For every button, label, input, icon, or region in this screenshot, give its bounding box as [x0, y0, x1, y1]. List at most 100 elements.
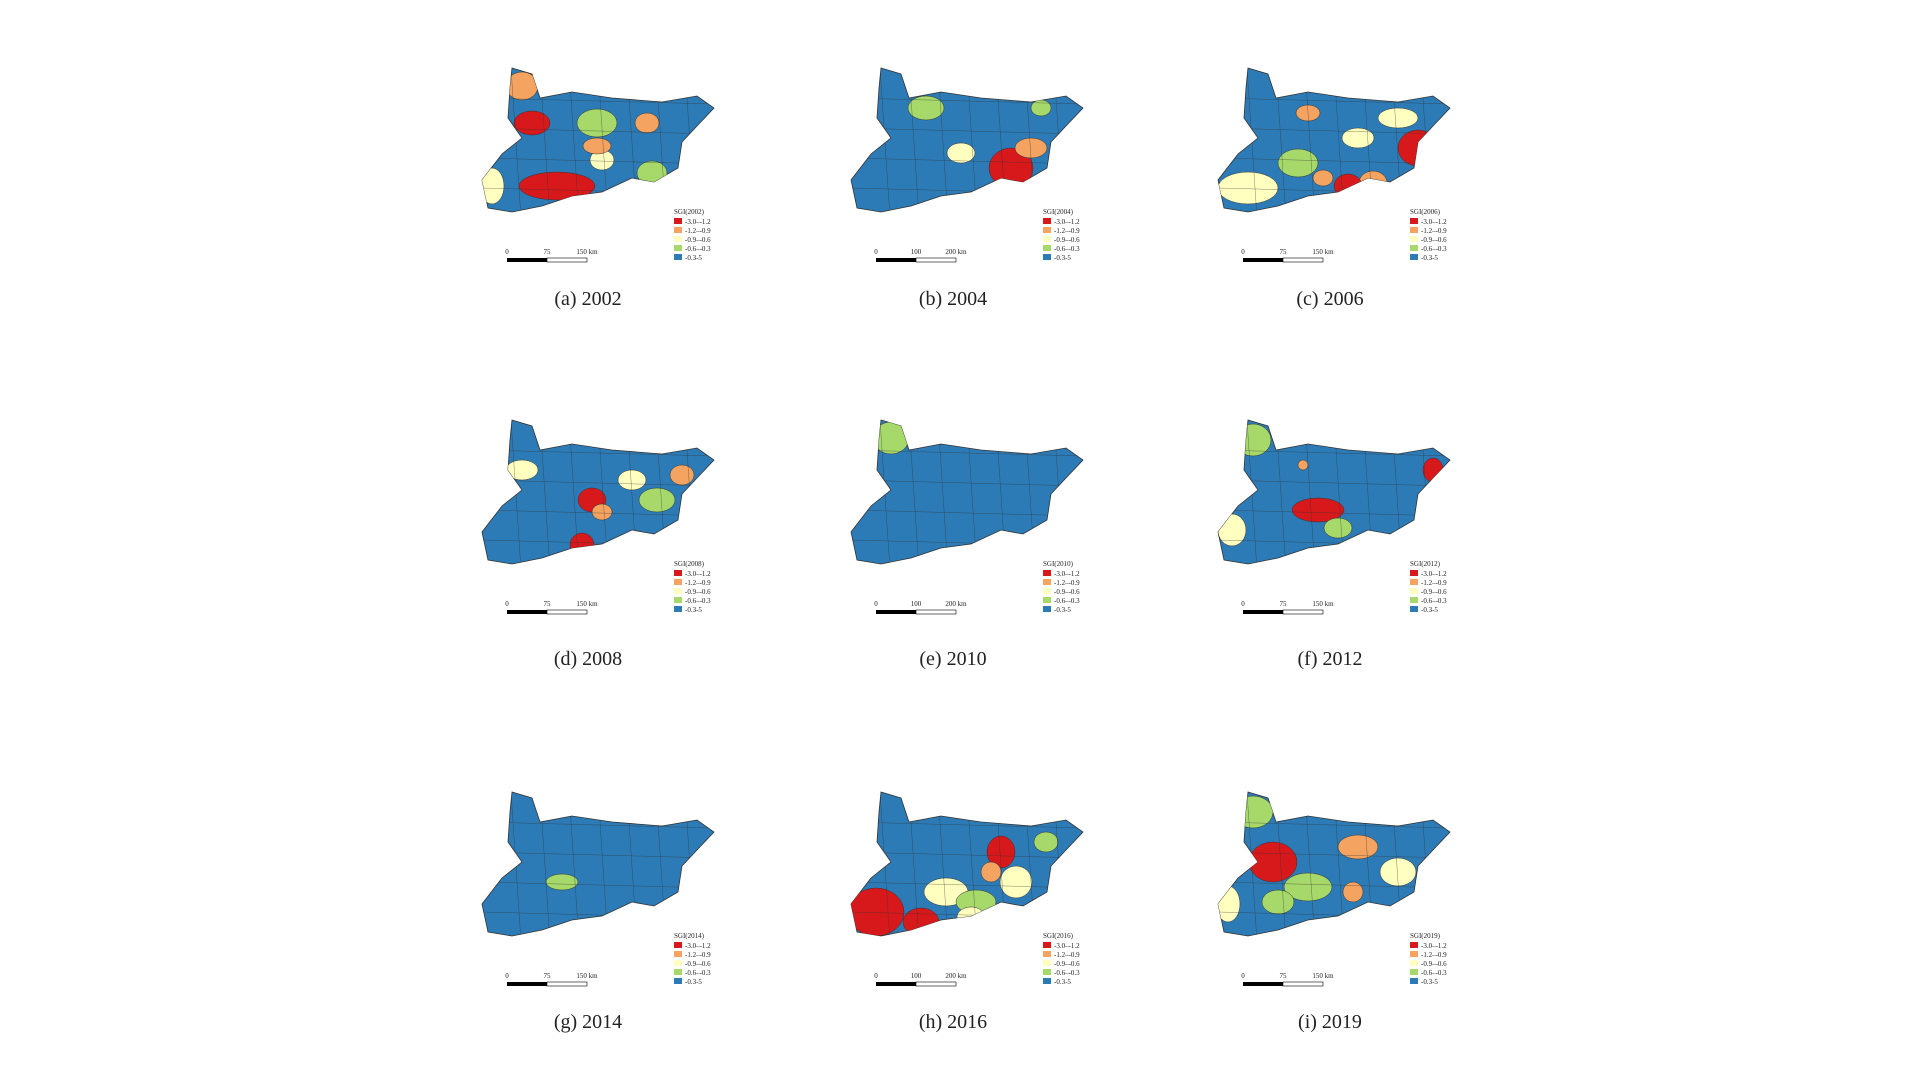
district-border: [1218, 821, 1450, 829]
legend-label: -0.9–-0.6: [1421, 588, 1447, 596]
scale-label: 150 km: [576, 248, 598, 256]
scale-label: 75: [1280, 600, 1288, 608]
legend-label: -0.6–-0.3: [1054, 969, 1080, 977]
legend-title: SGI(2008): [674, 560, 705, 568]
scale-bar-black: [876, 610, 916, 614]
district-patch: [669, 464, 695, 486]
district-patch: [1030, 99, 1052, 117]
legend-title: SGI(2002): [674, 208, 705, 216]
legend-swatch: [1410, 227, 1418, 233]
panel-caption: (d) 2008: [554, 648, 622, 670]
scale-label: 150 km: [1312, 600, 1334, 608]
legend-label: -0.6–-0.3: [1054, 245, 1080, 253]
map-panel: SGI(2008) -3.0–-1.2-1.2–-0.9-0.9–-0.6-0.6…: [481, 419, 715, 615]
legend-label: -0.3-5: [1054, 978, 1071, 986]
district-border: [1218, 97, 1450, 105]
state-base: [850, 419, 1084, 565]
scale-label: 0: [1241, 972, 1245, 980]
district-border: [1420, 792, 1432, 936]
legend-label: -0.9–-0.6: [1054, 588, 1080, 596]
legend-label: -0.9–-0.6: [1421, 236, 1447, 244]
district-patch: [582, 137, 612, 155]
legend-swatch: [1410, 218, 1418, 224]
district-patch: [1261, 889, 1295, 915]
districts: [1218, 420, 1450, 564]
district-border: [482, 97, 714, 105]
legend-label: -1.2–-0.9: [1421, 951, 1447, 959]
district-border: [482, 157, 714, 165]
legend-swatch: [674, 606, 682, 612]
scale-bar-white: [1282, 981, 1324, 987]
legend-title: SGI(2010): [1043, 560, 1074, 568]
district-border: [1218, 157, 1450, 165]
legend-label: -0.6–-0.3: [685, 597, 711, 605]
district-patch: [482, 167, 505, 205]
legend-swatch: [1410, 236, 1418, 242]
district-border: [1218, 127, 1450, 135]
district-border: [851, 821, 1083, 829]
legend-label: -3.0–-1.2: [1054, 218, 1080, 226]
scale-bar-black: [507, 982, 547, 986]
scale-label: 100: [911, 248, 922, 256]
district-border: [879, 68, 891, 212]
district-patch: [851, 887, 905, 936]
district-patch: [513, 110, 551, 136]
district-patch: [518, 171, 596, 201]
district-border: [1246, 68, 1258, 212]
legend-label: -1.2–-0.9: [1054, 579, 1080, 587]
legend-swatch: [1043, 236, 1051, 242]
scale-bar-black: [1243, 258, 1283, 262]
district-patch: [638, 487, 676, 513]
legend-swatch: [1410, 969, 1418, 975]
legend-swatch: [1043, 588, 1051, 594]
district-patch: [1397, 129, 1439, 167]
legend-label: -1.2–-0.9: [1421, 579, 1447, 587]
legend-label: -0.9–-0.6: [1054, 960, 1080, 968]
map-panel: SGI(2006) -3.0–-1.2-1.2–-0.9-0.9–-0.6-0.6…: [1217, 67, 1451, 263]
panel-caption: (f) 2012: [1298, 648, 1363, 670]
district-patch: [1377, 107, 1419, 129]
district-border: [851, 449, 1083, 457]
legend-swatch: [674, 570, 682, 576]
state-base: [850, 791, 1084, 937]
legend-swatch: [1043, 606, 1051, 612]
district-border: [684, 420, 696, 564]
district-patch: [980, 861, 1002, 883]
map-panel: SGI(2010) -3.0–-1.2-1.2–-0.9-0.9–-0.6-0.6…: [850, 419, 1084, 615]
district-patch: [591, 503, 613, 521]
map-panel: SGI(2016) -3.0–-1.2-1.2–-0.9-0.9–-0.6-0.6…: [850, 791, 1084, 987]
legend-label: -0.6–-0.3: [1421, 245, 1447, 253]
scale-label: 75: [1280, 972, 1288, 980]
district-border: [482, 821, 714, 829]
legend-label: -0.3-5: [1054, 606, 1071, 614]
legend-label: -3.0–-1.2: [1054, 942, 1080, 950]
scale-label: 0: [505, 600, 509, 608]
scale-bar-white: [1282, 609, 1324, 615]
district-patch: [505, 459, 539, 481]
district-border: [1304, 792, 1316, 936]
district-patch: [946, 142, 976, 164]
district-patch: [1342, 881, 1364, 903]
legend-swatch: [674, 245, 682, 251]
district-border: [482, 881, 714, 889]
scale-label: 0: [1241, 600, 1245, 608]
legend-swatch: [1043, 960, 1051, 966]
scale-bar-white: [546, 609, 588, 615]
state-base: [1217, 419, 1451, 565]
legend-swatch: [1410, 960, 1418, 966]
district-border: [1218, 851, 1450, 859]
district-border: [1420, 68, 1432, 212]
district-border: [568, 792, 580, 936]
legend-label: -1.2–-0.9: [1054, 227, 1080, 235]
district-border: [1304, 68, 1316, 212]
district-patch: [1358, 170, 1388, 196]
district-border: [1420, 420, 1432, 564]
district-patch: [956, 906, 986, 928]
scale-label: 0: [874, 600, 878, 608]
legend-label: -0.3-5: [685, 978, 702, 986]
map-panel: SGI(2012) -3.0–-1.2-1.2–-0.9-0.9–-0.6-0.6…: [1217, 419, 1451, 615]
district-patch: [1218, 513, 1247, 547]
panel-caption: (a) 2002: [554, 288, 621, 310]
districts: [851, 420, 1083, 564]
legend-label: -3.0–-1.2: [685, 218, 711, 226]
